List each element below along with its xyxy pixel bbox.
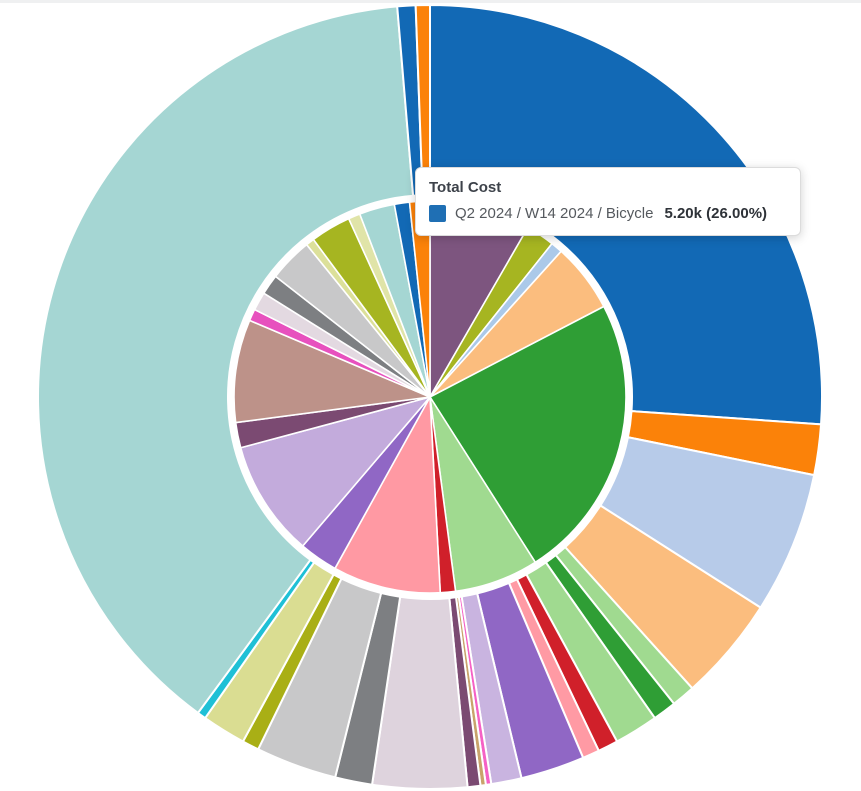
- inner-segment-4-green[interactable]: [429, 305, 627, 564]
- tooltip-series-label: Q2 2024 / W14 2024 / Bicycle: [455, 205, 654, 222]
- inner-segment-7-salmon[interactable]: [334, 396, 442, 594]
- tooltip-series-value: 5.20k (26.00%): [664, 205, 768, 222]
- top-divider: [0, 0, 861, 3]
- inner-segment-11-rosy-brown[interactable]: [233, 319, 431, 424]
- tooltip-series-swatch: [429, 205, 446, 222]
- inner-segment-9-lavender[interactable]: [239, 396, 431, 547]
- tooltip-row: Q2 2024 / W14 2024 / Bicycle 5.20k (26.0…: [429, 205, 787, 222]
- chart-tooltip: Total Cost Q2 2024 / W14 2024 / Bicycle …: [415, 167, 801, 236]
- outer-segment-20-teal[interactable]: [37, 5, 415, 714]
- tooltip-title: Total Cost: [429, 179, 502, 196]
